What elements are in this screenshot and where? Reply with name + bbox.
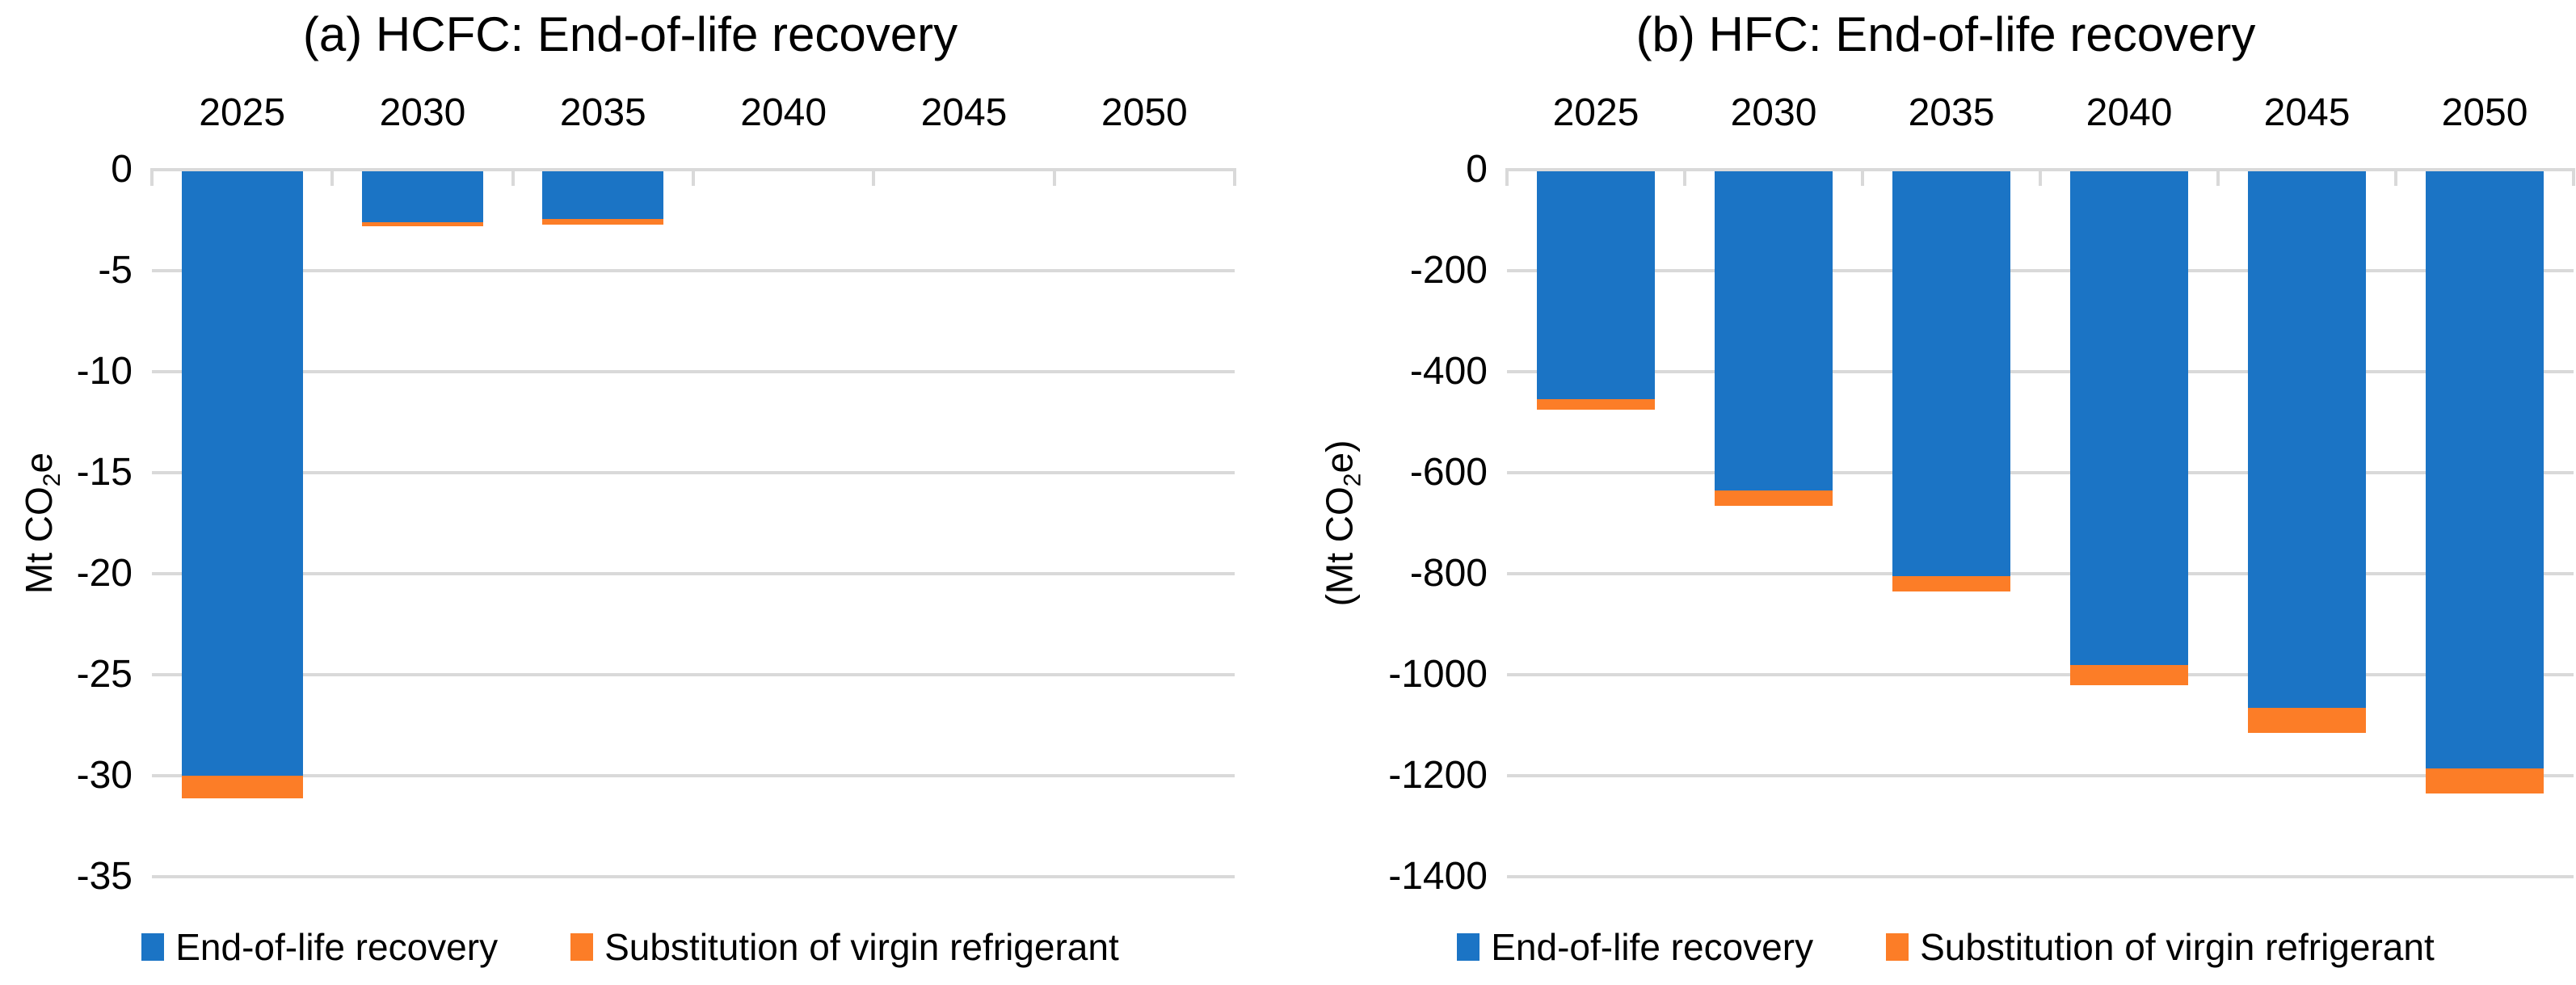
gridline--1200 — [1507, 774, 2574, 777]
x-category-label: 2030 — [1730, 91, 1817, 134]
y-tick-label: -5 — [98, 249, 133, 292]
axis-tick-mark — [2394, 168, 2397, 186]
axis-tick-mark — [2572, 168, 2575, 186]
axis-tick-mark — [2216, 168, 2220, 186]
axis-tick-mark — [872, 168, 876, 186]
bar-eol-2040 — [2070, 170, 2188, 665]
bar-eol-2030 — [1715, 170, 1833, 490]
y-tick-label: -400 — [1409, 350, 1488, 393]
y-tick-label: -25 — [76, 653, 133, 696]
chart-title-hcfc: (a) HCFC: End-of-life recovery — [302, 7, 958, 61]
gridline--600 — [1507, 471, 2574, 474]
axis-tick-mark — [330, 168, 335, 186]
axis-tick-mark — [1683, 168, 1686, 186]
bar-eol-2035 — [542, 170, 664, 220]
x-category-label: 2045 — [2263, 91, 2351, 134]
bar-eol-2035 — [1892, 170, 2010, 577]
axis-tick-mark — [150, 168, 154, 186]
legend-label: Substitution of virgin refrigerant — [1920, 926, 2435, 968]
x-category-label: 2025 — [1552, 91, 1639, 134]
legend-swatch-substitution — [1886, 933, 1909, 961]
legend-swatch-substitution — [570, 933, 594, 961]
legend-item-substitution: Substitution of virgin refrigerant — [1886, 923, 2435, 971]
y-tick-label: 0 — [1466, 148, 1488, 191]
axis-tick-mark — [1052, 168, 1056, 186]
y-tick-label: -10 — [76, 350, 133, 393]
y-tick-label: -15 — [76, 451, 133, 494]
gridline--400 — [1507, 370, 2574, 373]
chart-panel-hfc: (b) HFC: End-of-life recovery (Mt CO2e) … — [1315, 0, 2576, 985]
y-tick-label: -1400 — [1388, 855, 1488, 898]
x-category-label: 2045 — [920, 91, 1008, 134]
bar-substitution-2035 — [1892, 576, 2010, 591]
bar-substitution-2045 — [2248, 707, 2366, 733]
x-category-label: 2040 — [740, 91, 827, 134]
y-tick-label: -30 — [76, 754, 133, 797]
bar-substitution-2050 — [2426, 768, 2544, 793]
bar-eol-2025 — [181, 170, 303, 776]
legend-label: Substitution of virgin refrigerant — [604, 926, 1119, 968]
axis-tick-mark — [692, 168, 695, 186]
bar-substitution-2030 — [1715, 490, 1833, 506]
gridline--35 — [152, 875, 1235, 878]
chart-title-hfc: (b) HFC: End-of-life recovery — [1635, 7, 2256, 61]
legend-item-substitution: Substitution of virgin refrigerant — [570, 923, 1119, 971]
x-category-label: 2050 — [2441, 91, 2528, 134]
x-category-label: 2035 — [559, 91, 646, 134]
axis-tick-mark — [2039, 168, 2042, 186]
gridline--800 — [1507, 572, 2574, 575]
axis-tick-mark — [511, 168, 515, 186]
bar-eol-2045 — [2248, 170, 2366, 708]
axis-tick-mark — [1861, 168, 1864, 186]
x-category-label: 2025 — [199, 91, 286, 134]
x-category-label: 2050 — [1101, 91, 1188, 134]
gridline--15 — [152, 471, 1235, 474]
x-category-label: 2035 — [1908, 91, 1995, 134]
legend-swatch-eol — [1457, 933, 1480, 961]
gridline--25 — [152, 673, 1235, 676]
chart-panel-hcfc: (a) HCFC: End-of-life recovery Mt CO2e 0… — [0, 0, 1261, 985]
y-tick-label: -800 — [1409, 552, 1488, 595]
y-tick-label: 0 — [111, 148, 133, 191]
bar-substitution-2030 — [362, 222, 483, 226]
bar-substitution-2025 — [1537, 399, 1655, 410]
gridline--1000 — [1507, 673, 2574, 676]
gridline--200 — [1507, 269, 2574, 272]
y-tick-label: -1000 — [1388, 653, 1488, 696]
legend-hfc: End-of-life recovery Substitution of virg… — [1315, 923, 2576, 971]
gridline--5 — [152, 269, 1235, 272]
legend-label: End-of-life recovery — [175, 926, 499, 968]
legend-item-eol: End-of-life recovery — [141, 923, 498, 971]
axis-tick-mark — [1233, 168, 1236, 186]
gridline--30 — [152, 774, 1235, 777]
bar-substitution-2035 — [542, 219, 664, 225]
gridline--10 — [152, 370, 1235, 373]
legend-label: End-of-life recovery — [1491, 926, 1814, 968]
y-tick-label: -200 — [1409, 249, 1488, 292]
axis-tick-mark — [1505, 168, 1509, 186]
y-tick-label: -20 — [76, 552, 133, 595]
bar-substitution-2025 — [181, 776, 303, 798]
gridline--1400 — [1507, 875, 2574, 878]
x-category-label: 2040 — [2086, 91, 2173, 134]
bar-eol-2030 — [362, 170, 483, 222]
y-tick-label: -35 — [76, 855, 133, 898]
bar-substitution-2040 — [2070, 664, 2188, 685]
bar-eol-2025 — [1537, 170, 1655, 400]
legend-item-eol: End-of-life recovery — [1457, 923, 1813, 971]
y-tick-label: -1200 — [1388, 754, 1488, 797]
legend-swatch-eol — [141, 933, 165, 961]
bar-eol-2050 — [2426, 170, 2544, 768]
y-tick-label: -600 — [1409, 451, 1488, 494]
x-category-label: 2030 — [379, 91, 466, 134]
gridline--20 — [152, 572, 1235, 575]
legend-hcfc: End-of-life recovery Substitution of virg… — [0, 923, 1261, 971]
